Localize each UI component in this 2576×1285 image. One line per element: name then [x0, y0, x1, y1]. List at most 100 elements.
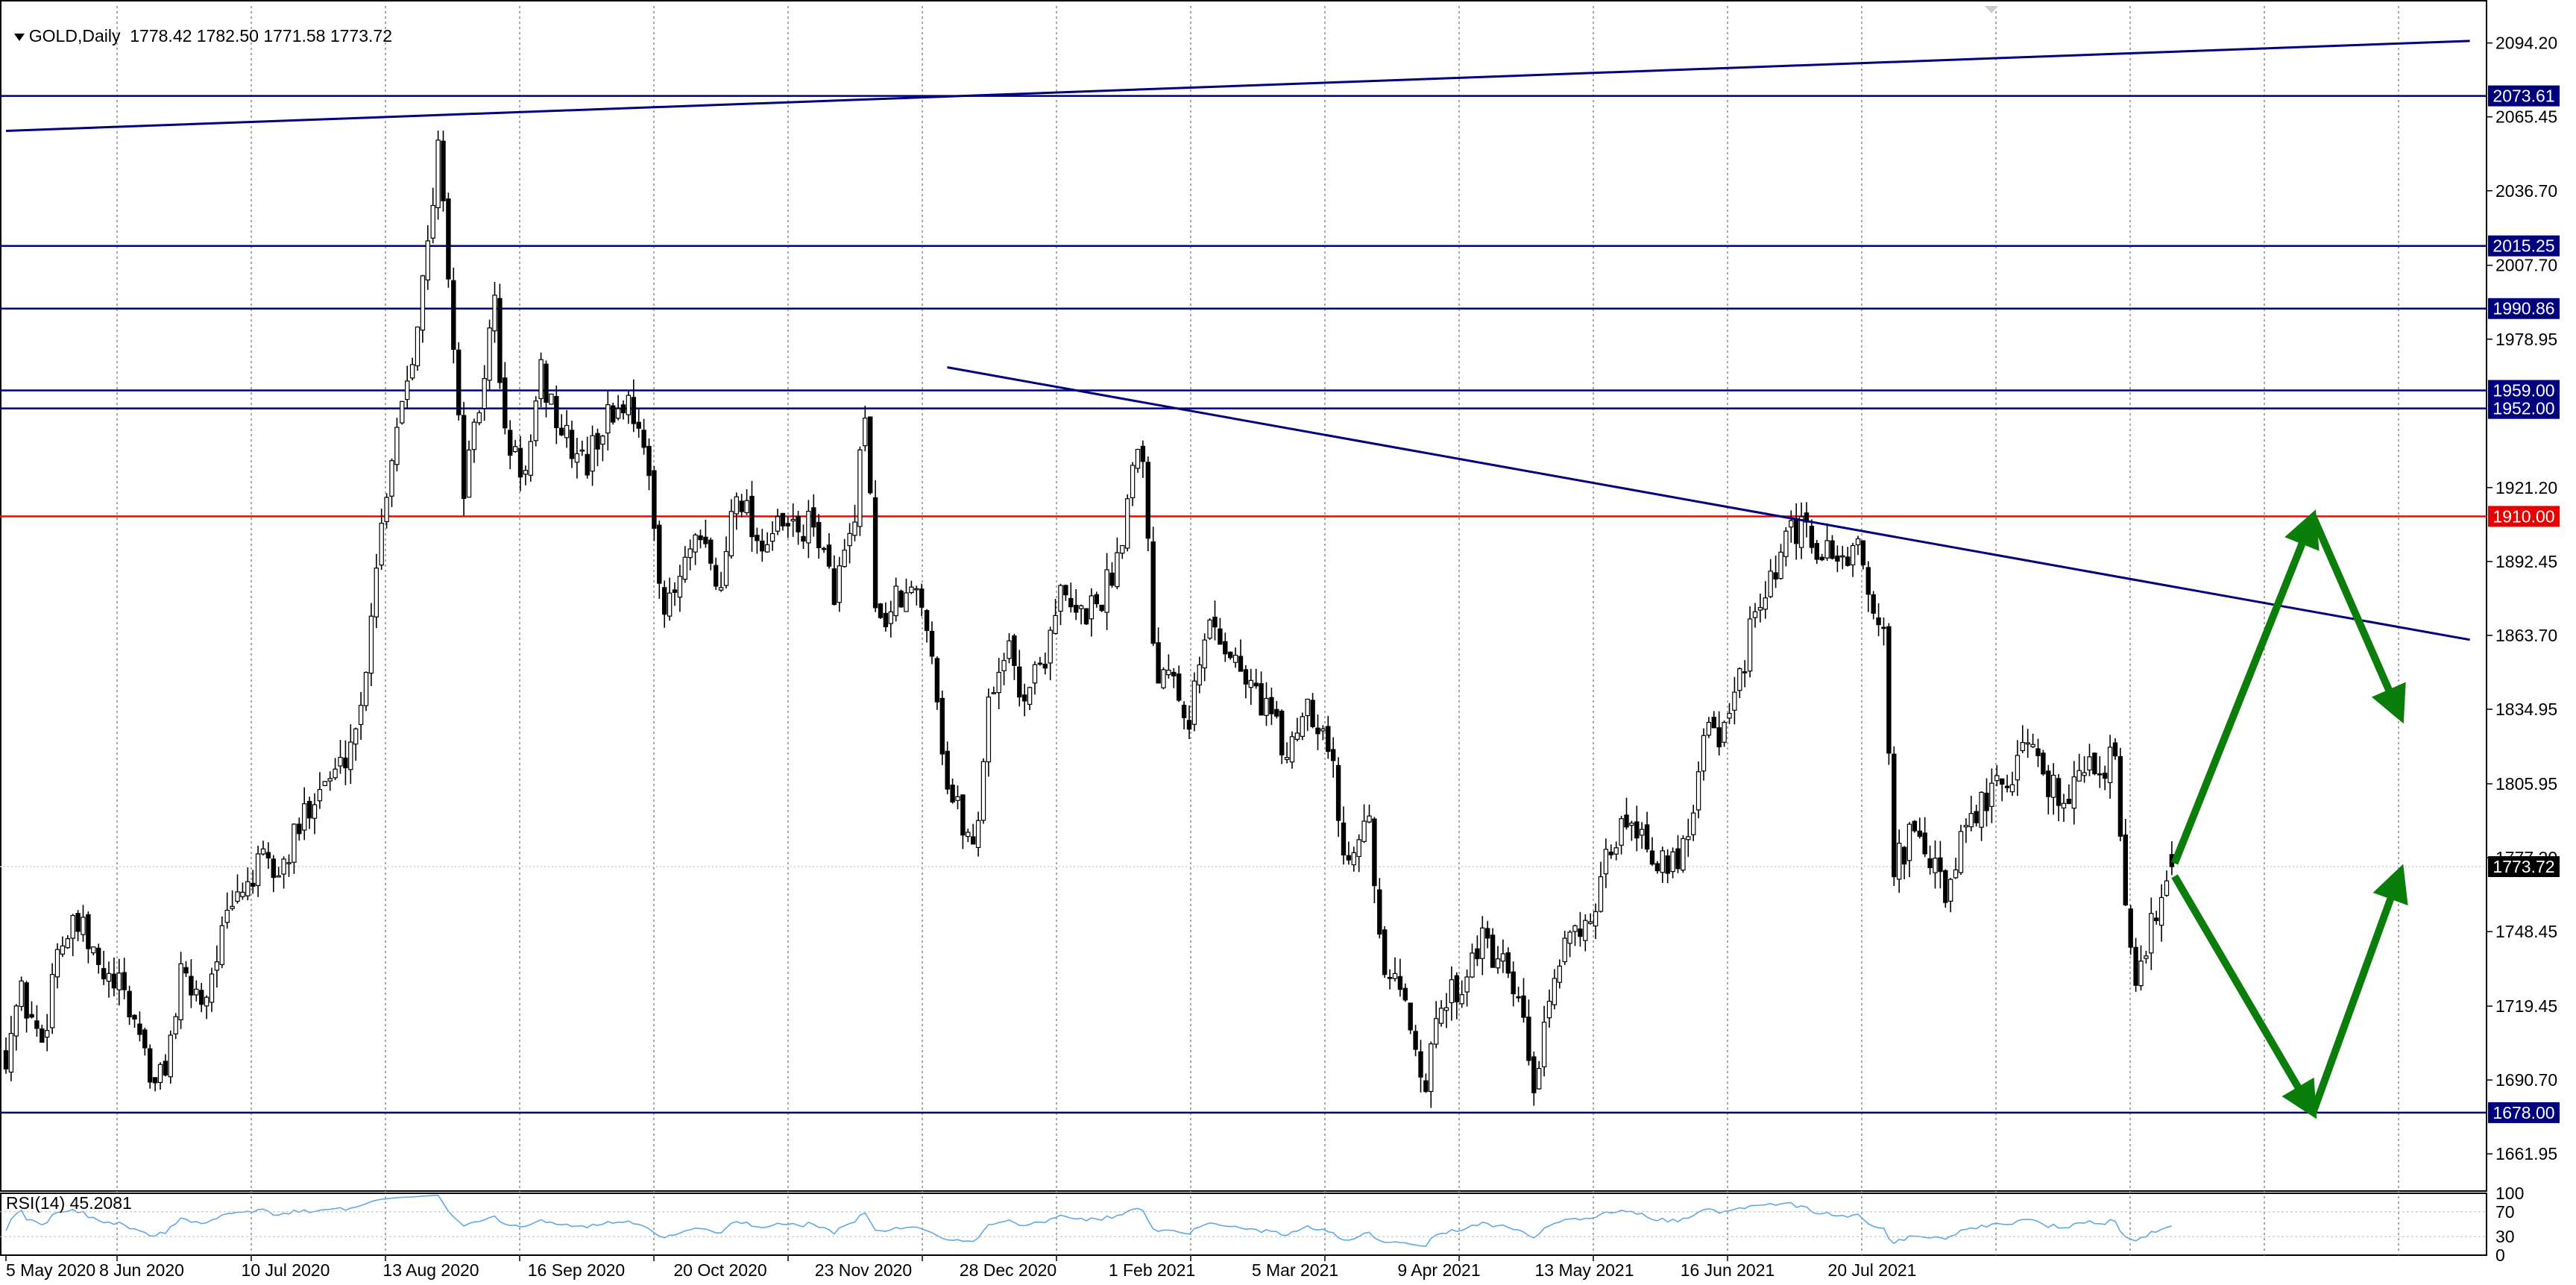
candle-bear: [2000, 778, 2005, 785]
candle-bull: [1361, 820, 1367, 842]
candle-bull: [1824, 540, 1830, 559]
candle-bear: [1330, 749, 1336, 761]
candle-bull: [1367, 815, 1372, 823]
candle-bull: [1500, 953, 1506, 962]
candle-bear: [148, 1048, 153, 1083]
candle-bear: [1876, 617, 1881, 626]
candle-bear: [189, 975, 194, 996]
candle-bull: [106, 973, 112, 982]
rsi-scale-label: 70: [2495, 1202, 2515, 1222]
level-tag-label: 1990.86: [2492, 299, 2554, 318]
candle-bull: [204, 996, 210, 1007]
symbol-label: GOLD,Daily: [28, 26, 121, 45]
candle-bull: [1789, 520, 1794, 528]
candle-bull: [1778, 551, 1783, 579]
main-frame: [0, 0, 2487, 1192]
candle-bull: [1120, 544, 1125, 554]
candle-bull: [1429, 1043, 1434, 1093]
candle-bear: [1454, 975, 1459, 1002]
candle-bull: [302, 803, 307, 831]
candle-bull: [173, 1016, 178, 1034]
candle-bear: [1021, 694, 1027, 702]
candle-bear: [739, 500, 744, 512]
rsi-label: RSI(14) 45.2081: [6, 1193, 132, 1213]
chart-menu-icon[interactable]: [13, 33, 25, 41]
candle-bull: [590, 435, 595, 472]
candle-bull: [1546, 1000, 1552, 1019]
candle-bear: [75, 913, 81, 932]
candle-bear: [929, 630, 935, 657]
candle-bear: [831, 568, 837, 606]
candle-bull: [1840, 555, 1845, 558]
candle-bear: [1809, 526, 1815, 548]
candle-bull: [1958, 831, 1964, 873]
candle-bear: [1269, 697, 1274, 714]
candle-bull: [842, 550, 847, 568]
candle-bull: [1161, 669, 1166, 688]
candle-bear: [945, 750, 950, 790]
projection-arrow: [2171, 874, 2317, 1119]
candle-bear: [657, 524, 662, 584]
candle-bull: [1681, 838, 1686, 871]
candle-bull: [734, 496, 740, 515]
candle-bear: [1892, 753, 1897, 878]
candle-bear: [867, 416, 873, 494]
candle-bull: [240, 891, 245, 897]
candle-bull: [276, 875, 281, 878]
candle-bear: [558, 427, 564, 436]
candle-bull: [466, 449, 472, 498]
candle-bear: [199, 990, 204, 1005]
level-tag: [2488, 85, 2560, 107]
candle-bull: [1732, 691, 1737, 711]
candle-bull: [1695, 771, 1701, 811]
candle-bear: [1326, 726, 1331, 753]
candle-bear: [122, 972, 127, 990]
candle-bull: [60, 945, 66, 955]
candle-bear: [1012, 635, 1017, 666]
candle-bear: [1181, 705, 1187, 718]
candle-bear: [924, 610, 930, 632]
candle-bear: [1186, 720, 1192, 730]
candle-bull: [667, 592, 673, 617]
candle-bull: [1963, 825, 1969, 828]
candle-bull: [1130, 465, 1136, 498]
candle-bull: [8, 1033, 14, 1073]
candle-bear: [554, 395, 559, 429]
candle-bull: [728, 511, 734, 556]
candle-bull: [600, 436, 605, 445]
candle-bull: [415, 326, 421, 367]
candle-bear: [585, 453, 590, 476]
candle-bull: [1289, 736, 1295, 763]
level-tag: [2488, 398, 2560, 419]
candle-bear: [29, 1014, 34, 1018]
candle-bull: [1032, 664, 1038, 684]
candle-bull: [476, 412, 482, 424]
level-tag-label: 1910.00: [2492, 506, 2554, 526]
candle-bull: [255, 853, 261, 886]
candle-bear: [816, 521, 822, 549]
time-axis-label: 20 Oct 2020: [673, 1260, 766, 1280]
price-axis: 2094.20 2065.45 2036.70 2007.70 1978.95 1921.…: [2487, 34, 2560, 1163]
candle-bull: [1798, 516, 1804, 548]
candle-bull: [2020, 742, 2025, 752]
candle-bull: [966, 832, 971, 838]
candle-bull: [806, 510, 811, 544]
ohlc-readout: 1778.42 1782.50 1771.58 1773.72: [130, 26, 392, 45]
candle-bull: [1115, 552, 1120, 588]
candle-bear: [796, 516, 801, 532]
candle-bear: [1150, 541, 1156, 644]
candle-bear: [970, 836, 976, 845]
candle-bear: [646, 445, 652, 477]
candle-bull: [420, 275, 426, 331]
candle-bear: [2133, 946, 2138, 986]
candle-bull: [790, 518, 796, 521]
candle-bull: [1449, 979, 1455, 1004]
candle-bear: [878, 603, 884, 618]
candles: [3, 131, 2175, 1108]
candle-bull: [2061, 802, 2067, 808]
candle-bull: [1264, 697, 1269, 716]
candle-bull: [1053, 615, 1058, 634]
rsi-scale-label: 30: [2495, 1227, 2515, 1246]
